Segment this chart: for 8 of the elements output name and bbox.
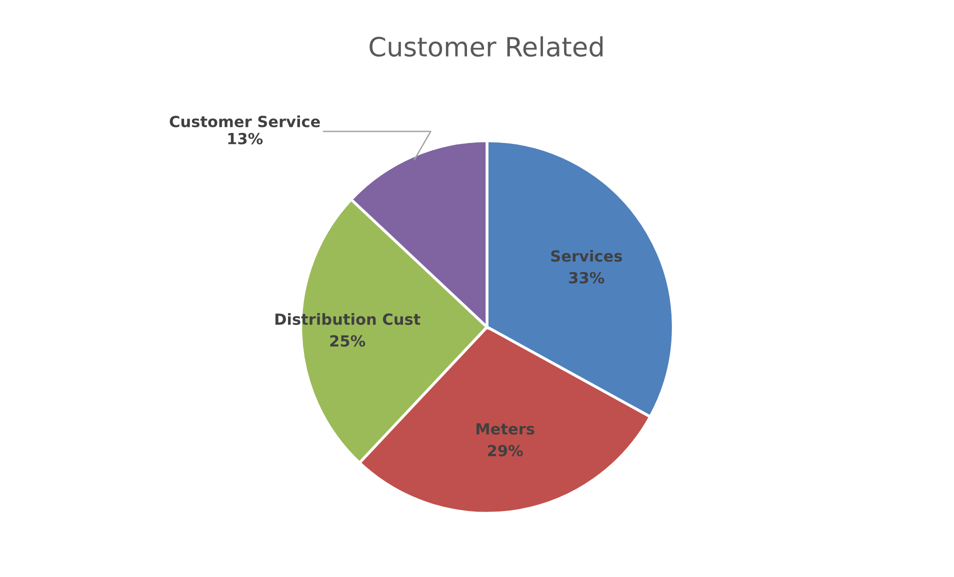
slice-label: Meters xyxy=(476,423,534,435)
data-label: 25% xyxy=(330,335,366,347)
data-label: 29% xyxy=(488,444,523,456)
data-label: 13% xyxy=(228,132,263,144)
slice-label: Services xyxy=(551,250,622,262)
chart-title: Customer Related xyxy=(370,36,603,57)
data-label: 33% xyxy=(569,272,604,284)
slice-label: Customer Service xyxy=(170,115,320,128)
